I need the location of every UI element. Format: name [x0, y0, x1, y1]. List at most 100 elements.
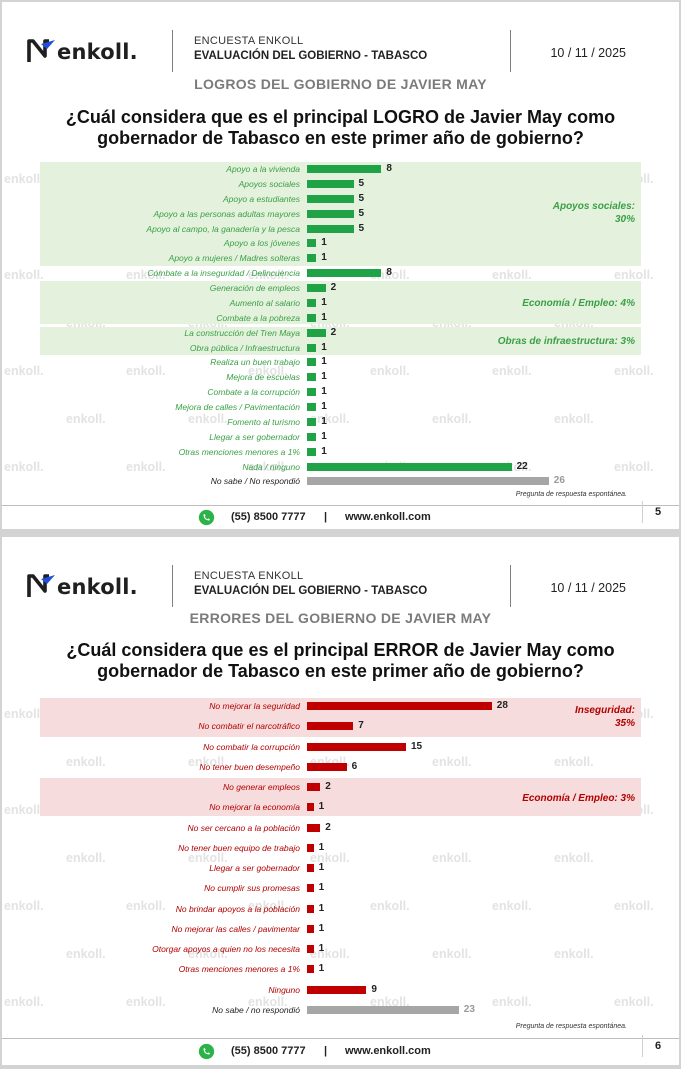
bar: [307, 965, 314, 974]
bar-value-label: 1: [321, 356, 327, 368]
chart-row: No combatir el narcotráfico 7: [2, 719, 679, 733]
chart-row: Apoyo a los jóvenes 1: [2, 236, 679, 250]
question-line-2: gobernador de Tabasco en este primer año…: [97, 128, 584, 148]
chart-row: Llegar a ser gobernador 1: [2, 861, 679, 875]
category-label: Apoyo a las personas adultas mayores: [153, 208, 300, 219]
watermark-logo: enkoll.: [614, 995, 654, 1009]
category-label: No brindar apoyos a la población: [175, 903, 300, 914]
enkoll-logo-icon: [27, 574, 55, 597]
website-link[interactable]: www.enkoll.com: [345, 511, 431, 523]
category-label: No mejorar la seguridad: [209, 701, 300, 711]
section-title: ERRORES DEL GOBIERNO DE JAVIER MAY: [189, 610, 492, 626]
bar-value-label: 1: [321, 311, 327, 323]
category-label-economia: Economía / Empleo: 4%: [522, 298, 635, 309]
footer-separator: |: [324, 1045, 328, 1057]
watermark-logo: enkoll.: [66, 755, 106, 769]
category-label: Apoyo al campo, la ganadería y la pesca: [146, 223, 300, 234]
footnote: Pregunta de respuesta espontánea.: [515, 491, 627, 498]
watermark-logo: enkoll.: [4, 995, 44, 1009]
bar-value-label: 1: [318, 963, 325, 975]
header-divider-right: [510, 565, 511, 607]
bar-value-label: 9: [371, 983, 377, 995]
whatsapp-icon: [198, 1043, 215, 1060]
chart-row: Otorgar apoyos a quien no los necesita 1: [2, 942, 679, 956]
footnote: Pregunta de respuesta espontánea.: [515, 1023, 627, 1030]
chart-row: No tener buen desempeño 6: [2, 760, 679, 774]
bar-value-label: 2: [325, 821, 331, 833]
bar-value-label: 2: [330, 326, 337, 338]
category-label: Obra pública / Infraestructura: [189, 342, 300, 353]
watermark-logo: enkoll.: [248, 899, 288, 913]
watermark-logo: enkoll.: [188, 755, 228, 769]
band-infraestructura: [40, 327, 641, 355]
chart-row: Apoyo al campo, la ganadería y la pesca 5: [2, 222, 679, 236]
watermark-logo: enkoll.: [126, 268, 166, 282]
chart-row: No mejorar la seguridad 28: [2, 699, 679, 713]
bar: [307, 358, 317, 367]
category-label: Combate a la corrupción: [207, 387, 300, 398]
chart-row: Generación de empleos 2: [2, 281, 679, 295]
category-label: No mejorar las calles / pavimentar: [171, 923, 301, 934]
watermark-logo: enkoll.: [554, 947, 594, 961]
watermark-logo: enkoll.: [248, 995, 288, 1009]
bar-value-label: 1: [321, 386, 327, 398]
website-link[interactable]: www.enkoll.com: [345, 1045, 431, 1057]
header-divider-left: [172, 565, 173, 607]
bar: [307, 209, 354, 218]
category-label: Apoyo a la vivienda: [226, 164, 300, 174]
footer-divider: [2, 505, 679, 506]
category-label: Otorgar apoyos a quien no los necesita: [152, 944, 300, 954]
chart-row: Apoyo a la vivienda 8: [2, 162, 679, 176]
watermark-logo: enkoll.: [370, 899, 410, 913]
watermark-logo: enkoll.: [492, 995, 532, 1009]
bar: [307, 924, 314, 933]
category-label: Mejora de calles / Pavimentación: [175, 402, 300, 413]
watermark-logo: enkoll.: [66, 947, 106, 961]
category-label: Apoyos sociales: [238, 178, 300, 189]
watermark-logo: enkoll.: [432, 755, 472, 769]
watermark-logo: enkoll.: [126, 995, 166, 1009]
watermark-logo: enkoll.: [248, 268, 288, 282]
bar: [307, 864, 314, 872]
bar-value-label: 1: [318, 943, 325, 954]
watermark-logo: enkoll.: [4, 460, 44, 474]
bar: [307, 884, 314, 893]
survey-date: 10 / 11 / 2025: [550, 581, 626, 595]
category-label: Otras menciones menores a 1%: [178, 964, 300, 975]
bar: [307, 417, 317, 426]
bar: [307, 985, 367, 994]
footer: (55) 8500 7777 | www.enkoll.com 5: [2, 501, 679, 528]
question-line-1: ¿Cuál considera que es el principal LOGR…: [65, 107, 616, 127]
chart-row: Otras menciones menores a 1% 1: [2, 445, 679, 459]
bar-value-label: 28: [496, 700, 508, 711]
category-label: Nada / ninguno: [242, 461, 300, 472]
bar-value-label: 5: [358, 192, 365, 204]
bar-value-label: 1: [318, 801, 325, 813]
bar-value-label: 1: [321, 430, 327, 442]
bar-value-label: 8: [386, 163, 392, 174]
chart-row: Aumento al salario 1: [2, 296, 679, 310]
bar: [307, 742, 406, 751]
category-label: No tener buen equipo de trabajo: [178, 842, 300, 853]
watermark-logo: enkoll.: [492, 364, 532, 378]
watermark-logo: enkoll.: [370, 995, 410, 1009]
watermark-logo: enkoll.: [188, 412, 228, 426]
category-label: Llegar a ser gobernador: [209, 863, 300, 873]
bar-value-label: 2: [330, 282, 337, 294]
logo-text: enkoll.: [57, 575, 138, 599]
watermark-logo: enkoll.: [310, 412, 350, 426]
watermark-logo: enkoll.: [432, 851, 472, 865]
question-line-1: ¿Cuál considera que es el principal ERRO…: [66, 640, 615, 660]
watermark-logo: enkoll.: [248, 460, 288, 474]
bar-value-label: 5: [358, 207, 365, 219]
category-label: No combatir el narcotráfico: [198, 721, 300, 732]
category-label: Aumento al salario: [229, 297, 300, 308]
category-label: Combate a la pobreza: [216, 312, 300, 323]
chart-row: No combatir la corrupción 15: [2, 740, 679, 754]
watermark-logo: enkoll.: [614, 364, 654, 378]
bar-value-label: 2: [325, 781, 331, 792]
category-label-infraestructura: Obras de infraestructura: 3%: [497, 336, 635, 347]
bar-chart-logros: Apoyo a la vivienda 8 Apoyos sociales 5 Apoy…: [2, 2, 679, 529]
bar-value-label: 1: [318, 862, 325, 873]
chart-row: No sabe / no respondió 23: [2, 1003, 679, 1017]
